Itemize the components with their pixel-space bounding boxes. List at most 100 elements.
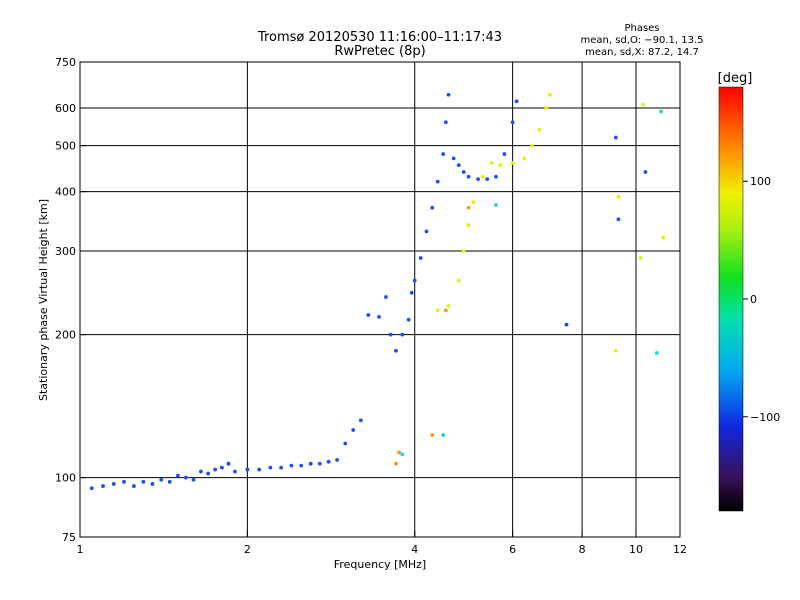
phases-line-x: mean, sd,X: 87.2, 14.7 xyxy=(585,47,699,58)
echo-point xyxy=(471,200,476,205)
echo-point xyxy=(476,177,480,182)
echo-point xyxy=(616,194,621,199)
echo-point xyxy=(406,317,411,322)
echo-point xyxy=(377,314,381,319)
echo-point xyxy=(451,156,456,161)
y-tick-label: 300 xyxy=(55,245,76,258)
echo-point xyxy=(654,351,659,355)
chart-subtitle: RwPretec (8p) xyxy=(334,44,425,59)
echo-point xyxy=(613,135,618,140)
echo-point xyxy=(616,217,621,222)
echo-point xyxy=(435,308,440,313)
y-tick-label: 200 xyxy=(55,329,76,342)
echo-point xyxy=(638,256,643,260)
echo-point xyxy=(394,348,398,353)
x-axis-label: Frequency [MHz] xyxy=(334,558,426,571)
echo-point xyxy=(268,465,273,470)
echo-point xyxy=(613,348,618,353)
chart-title: Tromsø 20120530 11:16:00–11:17:43 xyxy=(257,30,502,45)
y-tick-label: 100 xyxy=(55,472,76,485)
echo-point xyxy=(220,465,224,470)
y-tick-label: 75 xyxy=(62,531,76,544)
echo-point xyxy=(424,229,429,234)
echo-point xyxy=(494,174,498,179)
echo-point xyxy=(199,469,203,474)
echo-point xyxy=(317,461,322,466)
echo-point xyxy=(461,170,466,174)
echo-point xyxy=(502,152,507,156)
y-tick-label: 600 xyxy=(55,102,76,115)
echo-point xyxy=(245,467,250,472)
x-tick-label: 4 xyxy=(411,543,418,556)
echo-point xyxy=(641,102,646,107)
echo-point xyxy=(522,156,527,161)
echo-point xyxy=(213,467,218,472)
phases-line-o: mean, sd,O: −90.1, 13.5 xyxy=(581,35,704,46)
echo-point xyxy=(326,459,331,464)
echo-point xyxy=(351,428,356,432)
echo-point xyxy=(430,205,435,210)
colorbar-tick-label: 100 xyxy=(750,175,771,188)
echo-point xyxy=(514,99,519,104)
echo-point xyxy=(430,433,435,437)
echo-point xyxy=(564,322,569,327)
echo-point xyxy=(122,479,126,484)
echo-points xyxy=(89,92,666,491)
echo-point xyxy=(167,479,172,484)
echo-point xyxy=(530,143,534,148)
echo-point xyxy=(206,471,211,476)
echo-point xyxy=(510,160,515,165)
echo-point xyxy=(412,278,417,283)
x-tick-label: 1 xyxy=(77,543,84,556)
colorbar-tick-label: 0 xyxy=(750,293,757,306)
echo-point xyxy=(661,235,666,240)
echo-point xyxy=(257,467,262,472)
echo-point xyxy=(443,308,448,313)
echo-point xyxy=(659,109,664,114)
echo-point xyxy=(384,295,388,299)
echo-point xyxy=(456,163,461,167)
echo-point xyxy=(400,332,405,337)
echo-point xyxy=(409,290,414,295)
echo-point xyxy=(441,433,446,437)
echo-point xyxy=(643,170,648,174)
echo-point xyxy=(394,461,398,466)
colorbar-ticks: 100 0 −100 xyxy=(743,175,780,424)
echo-point xyxy=(441,152,446,156)
echo-point xyxy=(388,332,393,337)
echo-point xyxy=(226,461,231,466)
colorbar-label: [deg] xyxy=(718,71,753,86)
echo-point xyxy=(544,106,549,110)
echo-point xyxy=(183,475,188,480)
echo-point xyxy=(89,486,94,491)
echo-point xyxy=(435,179,440,184)
x-tick-label: 10 xyxy=(629,543,643,556)
echo-point xyxy=(366,313,371,317)
echo-point xyxy=(466,174,471,179)
colorbar-gradient xyxy=(718,86,744,512)
echo-point xyxy=(191,477,196,482)
echo-point xyxy=(456,278,461,283)
echo-point xyxy=(494,203,498,207)
echo-point xyxy=(343,441,348,446)
echo-point xyxy=(466,223,471,228)
x-tick-label: 6 xyxy=(509,543,516,556)
echo-point xyxy=(150,482,155,486)
echo-point xyxy=(111,482,116,486)
echo-point xyxy=(159,477,164,482)
plot-frame xyxy=(79,61,681,538)
echo-point xyxy=(489,160,494,165)
echo-point xyxy=(537,127,542,132)
echo-point xyxy=(446,303,451,308)
echo-point xyxy=(498,163,503,167)
echo-point xyxy=(308,461,313,466)
y-tick-label: 750 xyxy=(55,56,76,69)
y-tick-label: 400 xyxy=(55,186,76,199)
echo-point xyxy=(101,484,105,488)
echo-point xyxy=(335,457,339,462)
x-tick-label: 12 xyxy=(673,543,687,556)
echo-point xyxy=(397,450,402,455)
